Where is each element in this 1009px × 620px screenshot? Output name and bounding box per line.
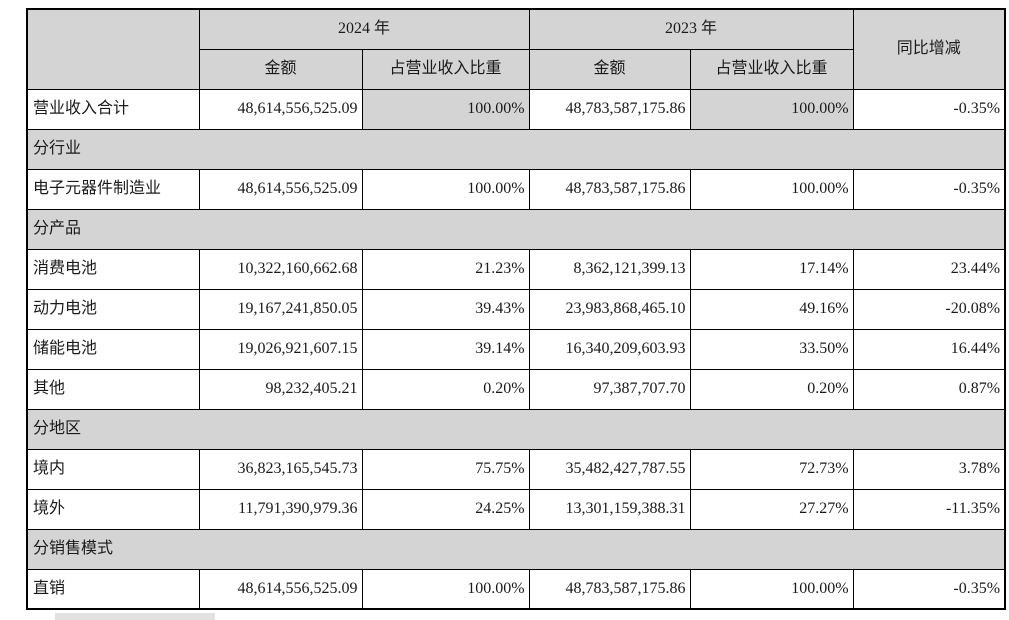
yoy-cell: -11.35% [852, 488, 1006, 530]
header-blank-cell [26, 8, 200, 90]
header-amount-2024: 金额 [198, 48, 363, 90]
amount-2024-cell: 11,791,390,979.36 [198, 488, 363, 530]
yoy-cell: -0.35% [852, 88, 1006, 130]
share-2024-cell: 24.25% [361, 488, 530, 530]
section-label: 分地区 [26, 408, 1006, 450]
table-row: 电子元器件制造业 48,614,556,525.09 100.00% 48,783,5… [26, 168, 1006, 210]
header-share-2023: 占营业收入比重 [689, 48, 854, 90]
share-2024-cell: 39.43% [361, 288, 530, 330]
header-year-2023: 2023 年 [528, 8, 854, 50]
row-label: 营业收入合计 [26, 88, 200, 130]
share-2023-cell: 49.16% [689, 288, 854, 330]
share-2024-cell: 100.00% [361, 168, 530, 210]
share-2024-cell: 100.00% [361, 88, 530, 130]
yoy-cell: 16.44% [852, 328, 1006, 370]
row-label: 境内 [26, 448, 200, 490]
header-yoy: 同比增减 [852, 8, 1006, 90]
header-year-2024: 2024 年 [198, 8, 530, 50]
share-2023-cell: 27.27% [689, 488, 854, 530]
share-2023-cell: 100.00% [689, 568, 854, 610]
amount-2024-cell: 48,614,556,525.09 [198, 88, 363, 130]
amount-2023-cell: 48,783,587,175.86 [528, 568, 691, 610]
header-share-2024: 占营业收入比重 [361, 48, 530, 90]
header-row-metrics: 金额 占营业收入比重 金额 占营业收入比重 [27, 48, 1005, 90]
cutoff-row-remnant [55, 613, 215, 620]
amount-2024-cell: 10,322,160,662.68 [198, 248, 363, 290]
table-row: 储能电池 19,026,921,607.15 39.14% 16,340,209,60… [26, 328, 1006, 370]
table-row: 消费电池 10,322,160,662.68 21.23% 8,362,121,399… [26, 248, 1006, 290]
amount-2023-cell: 16,340,209,603.93 [528, 328, 691, 370]
amount-2023-cell: 13,301,159,388.31 [528, 488, 691, 530]
amount-2023-cell: 35,482,427,787.55 [528, 448, 691, 490]
amount-2023-cell: 48,783,587,175.86 [528, 88, 691, 130]
table-row: 其他 98,232,405.21 0.20% 97,387,707.70 0.20% 0.… [26, 368, 1006, 410]
yoy-cell: -0.35% [852, 568, 1006, 610]
section-label: 分行业 [26, 128, 1006, 170]
header-row-years: 2024 年 2023 年 同比增减 [26, 8, 1006, 90]
share-2024-cell: 21.23% [361, 248, 530, 290]
table-header: 2024 年 2023 年 同比增减 金额 占营业收入比重 金额 占营业收入比重 [26, 8, 1006, 90]
table-body: 营业收入合计 48,614,556,525.09 100.00% 48,783,587… [26, 88, 1006, 610]
yoy-cell: 23.44% [852, 248, 1006, 290]
amount-2024-cell: 19,167,241,850.05 [198, 288, 363, 330]
share-2023-cell: 100.00% [689, 88, 854, 130]
share-2023-cell: 17.14% [689, 248, 854, 290]
share-2024-cell: 0.20% [361, 368, 530, 410]
header-amount-2023: 金额 [528, 48, 691, 90]
amount-2023-cell: 23,983,868,465.10 [528, 288, 691, 330]
amount-2023-cell: 97,387,707.70 [528, 368, 691, 410]
amount-2024-cell: 98,232,405.21 [198, 368, 363, 410]
section-row: 分行业 [26, 128, 1006, 170]
share-2024-cell: 39.14% [361, 328, 530, 370]
row-label: 储能电池 [26, 328, 200, 370]
table-row: 境内 36,823,165,545.73 75.75% 35,482,427,787.… [26, 448, 1006, 490]
yoy-cell: 3.78% [852, 448, 1006, 490]
yoy-cell: -0.35% [852, 168, 1006, 210]
amount-2023-cell: 48,783,587,175.86 [528, 168, 691, 210]
section-row: 分销售模式 [26, 528, 1006, 570]
share-2024-cell: 75.75% [361, 448, 530, 490]
share-2023-cell: 100.00% [689, 168, 854, 210]
amount-2023-cell: 8,362,121,399.13 [528, 248, 691, 290]
row-label: 消费电池 [26, 248, 200, 290]
yoy-cell: 0.87% [852, 368, 1006, 410]
section-row: 分产品 [26, 208, 1006, 250]
share-2023-cell: 72.73% [689, 448, 854, 490]
row-label: 电子元器件制造业 [26, 168, 200, 210]
amount-2024-cell: 48,614,556,525.09 [198, 568, 363, 610]
yoy-cell: -20.08% [852, 288, 1006, 330]
section-row: 分地区 [26, 408, 1006, 450]
share-2024-cell: 100.00% [361, 568, 530, 610]
section-label: 分销售模式 [26, 528, 1006, 570]
row-label: 直销 [26, 568, 200, 610]
section-label: 分产品 [26, 208, 1006, 250]
row-label: 动力电池 [26, 288, 200, 330]
revenue-breakdown-table: 2024 年 2023 年 同比增减 金额 占营业收入比重 金额 占营业收入比重… [26, 8, 1007, 610]
amount-2024-cell: 48,614,556,525.09 [198, 168, 363, 210]
share-2023-cell: 0.20% [689, 368, 854, 410]
amount-2024-cell: 36,823,165,545.73 [198, 448, 363, 490]
amount-2024-cell: 19,026,921,607.15 [198, 328, 363, 370]
table-row: 直销 48,614,556,525.09 100.00% 48,783,587,175… [26, 568, 1006, 610]
table-row: 营业收入合计 48,614,556,525.09 100.00% 48,783,587… [26, 88, 1006, 130]
table-row: 境外 11,791,390,979.36 24.25% 13,301,159,388.… [26, 488, 1006, 530]
table-row: 动力电池 19,167,241,850.05 39.43% 23,983,868,46… [26, 288, 1006, 330]
share-2023-cell: 33.50% [689, 328, 854, 370]
row-label: 其他 [26, 368, 200, 410]
row-label: 境外 [26, 488, 200, 530]
